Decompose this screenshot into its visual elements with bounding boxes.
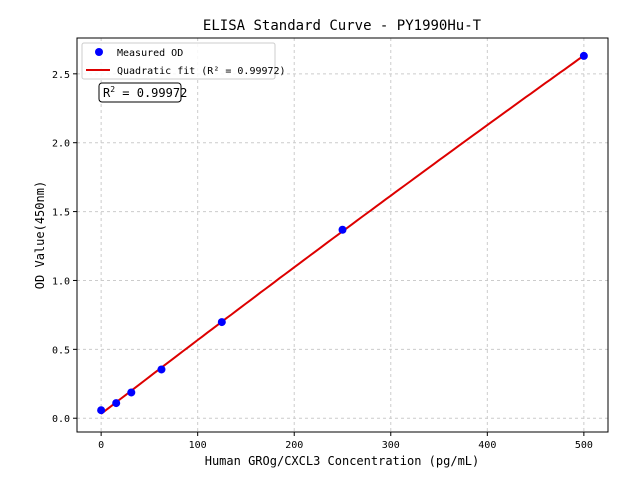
y-tick-label: 0.5 [52,345,70,356]
y-tick-label: 1.0 [52,276,70,287]
data-point [579,51,588,60]
x-tick-label: 400 [478,440,496,451]
r2-text: R2 = 0.99972 [103,85,187,100]
y-tick-label: 2.5 [52,70,70,81]
data-point [112,399,121,408]
x-axis-label: Human GROg/CXCL3 Concentration (pg/mL) [205,454,480,468]
x-tick-label: 100 [189,440,207,451]
legend-label-measured: Measured OD [117,48,183,59]
r2-sup: 2 [110,85,115,94]
legend-box [81,42,276,80]
r2-value: = 0.99972 [115,86,187,100]
grid [77,38,608,432]
y-tick-label: 0.0 [52,414,70,425]
x-ticks: 0 100 200 300 400 500 [98,432,593,451]
fit-line [100,54,585,415]
x-tick-label: 500 [575,440,593,451]
y-ticks: 0.0 0.5 1.0 1.5 2.0 2.5 [52,70,77,425]
chart-title: ELISA Standard Curve - PY1990Hu-T [203,18,482,34]
y-tick-label: 2.0 [52,139,70,150]
fit-line-group [100,54,585,415]
points-group [97,51,588,415]
legend-marker-measured [95,48,103,56]
r2-annotation: R2 = 0.99972 [98,82,187,103]
r2-prefix: R [103,86,111,100]
y-axis-label: OD Value(450nm) [33,181,47,289]
data-point [97,406,106,415]
y-tick-label: 1.5 [52,208,70,219]
r2-box [98,82,182,103]
legend-label-fit: Quadratic fit (R² = 0.99972) [117,66,286,77]
data-point [127,388,136,397]
x-tick-label: 300 [382,440,400,451]
plot-frame [76,37,609,433]
x-tick-label: 0 [98,440,104,451]
legend: Measured OD Quadratic fit (R² = 0.99972) [81,42,286,80]
data-point [217,318,226,327]
x-tick-label: 200 [285,440,303,451]
data-point [157,365,166,374]
data-point [338,225,347,234]
